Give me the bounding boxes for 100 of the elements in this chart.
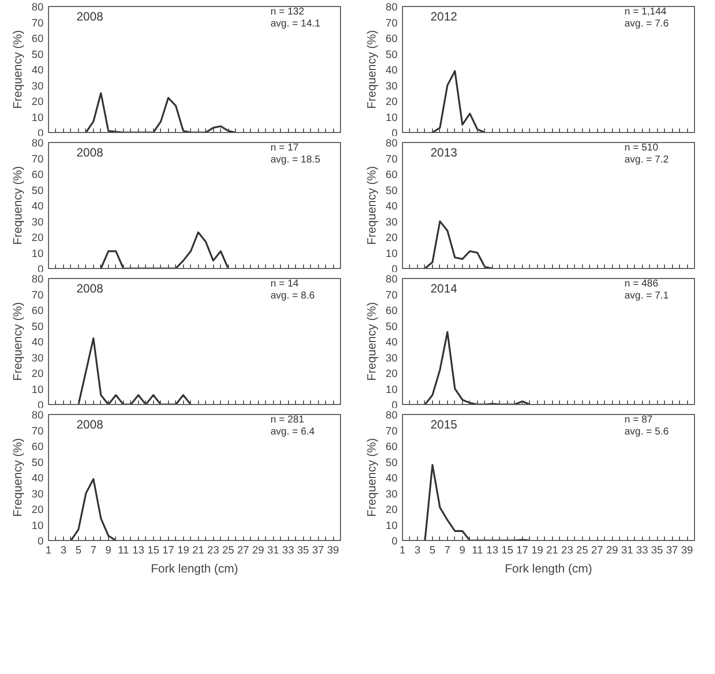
annotation: avg. = 7.6 (624, 18, 670, 30)
y-tick-label: 60 (32, 169, 44, 181)
y-tick-label: 30 (32, 488, 44, 500)
x-tick-label: 3 (414, 544, 421, 556)
y-tick-label: 20 (386, 232, 398, 244)
y-tick-label: 10 (386, 248, 398, 260)
x-tick-label: 29 (252, 544, 264, 556)
annotation: avg. = 14.1 (270, 18, 321, 30)
chart-title: 2012 (430, 10, 458, 24)
y-tick-label: 10 (386, 384, 398, 396)
y-tick-label: 70 (32, 153, 44, 166)
y-tick-label: 30 (32, 352, 44, 364)
annotation: n = 281 (270, 414, 305, 426)
y-tick-label: 40 (32, 64, 44, 76)
y-tick-label: 60 (386, 305, 398, 317)
x-tick-label: 23 (207, 544, 220, 556)
y-tick-label: 70 (386, 153, 398, 166)
y-tick-label: 80 (386, 410, 398, 422)
y-tick-label: 80 (386, 138, 398, 150)
x-tick-label: 9 (105, 544, 112, 556)
y-tick-label: 20 (32, 232, 44, 244)
x-tick-label: 17 (516, 544, 528, 556)
y-tick-label: 0 (392, 536, 398, 548)
y-tick-label: 80 (32, 2, 44, 14)
y-tick-label: 80 (386, 2, 398, 14)
y-tick-label: 60 (32, 441, 44, 453)
y-tick-label: 60 (386, 33, 398, 45)
annotation: n = 132 (270, 6, 305, 18)
y-axis-title: Frequency (%) (364, 30, 379, 109)
annotation: n = 510 (624, 142, 659, 154)
y-axis-title: Frequency (%) (10, 438, 25, 517)
x-tick-label: 27 (591, 544, 604, 556)
annotation: avg. = 18.5 (270, 154, 321, 166)
y-axis-title: Frequency (%) (364, 302, 379, 381)
y-tick-label: 80 (386, 274, 398, 286)
y-tick-label: 60 (386, 441, 398, 453)
x-tick-label: 39 (327, 544, 340, 556)
y-tick-label: 40 (386, 472, 398, 484)
x-axis-title: Fork length (cm) (504, 562, 592, 576)
x-tick-label: 13 (132, 544, 144, 556)
x-tick-label: 21 (546, 544, 558, 556)
y-tick-label: 50 (32, 456, 44, 469)
x-tick-label: 11 (472, 544, 483, 556)
x-tick-label: 11 (118, 544, 129, 556)
y-tick-label: 10 (386, 112, 398, 124)
annotation: avg. = 7.2 (624, 154, 670, 166)
x-tick-label: 31 (267, 544, 280, 556)
annotation: n = 486 (624, 278, 659, 290)
x-tick-label: 7 (444, 544, 450, 556)
x-tick-label: 35 (651, 544, 664, 556)
y-axis-title: Frequency (%) (10, 30, 25, 109)
x-tick-label: 25 (576, 544, 588, 556)
chart-title: 2015 (430, 418, 458, 432)
x-tick-label: 5 (75, 544, 82, 556)
y-tick-label: 40 (32, 472, 44, 484)
y-tick-label: 20 (32, 504, 44, 516)
chart-title: 2013 (430, 146, 458, 160)
y-axis-title: Frequency (%) (364, 438, 379, 517)
y-tick-label: 20 (386, 96, 398, 108)
y-tick-label: 60 (32, 33, 44, 45)
y-axis-title: Frequency (%) (10, 302, 25, 381)
y-tick-label: 40 (386, 64, 398, 76)
annotation: n = 17 (270, 142, 300, 154)
y-tick-label: 50 (386, 320, 398, 333)
y-tick-label: 70 (386, 17, 398, 30)
y-tick-label: 10 (32, 520, 44, 532)
x-tick-label: 3 (60, 544, 67, 556)
annotation: avg. = 6.4 (270, 426, 316, 438)
x-tick-label: 23 (561, 544, 574, 556)
x-tick-label: 21 (192, 544, 204, 556)
x-tick-label: 25 (222, 544, 234, 556)
y-tick-label: 0 (38, 536, 44, 548)
x-tick-label: 7 (90, 544, 96, 556)
annotation: avg. = 7.1 (624, 290, 670, 302)
y-tick-label: 20 (32, 368, 44, 380)
annotation: n = 87 (624, 414, 654, 426)
x-axis-title: Fork length (cm) (150, 562, 238, 576)
x-tick-label: 29 (606, 544, 618, 556)
y-tick-label: 30 (386, 488, 398, 500)
annotation: n = 14 (270, 278, 300, 290)
annotation: n = 1,144 (624, 6, 667, 18)
x-tick-label: 37 (312, 544, 324, 556)
y-tick-label: 20 (386, 504, 398, 516)
y-axis-title: Frequency (%) (364, 166, 379, 245)
y-tick-label: 50 (386, 456, 398, 469)
y-axis-title: Frequency (%) (10, 166, 25, 245)
y-tick-label: 30 (386, 352, 398, 364)
chart-title: 2008 (76, 282, 104, 296)
x-tick-label: 19 (531, 544, 544, 556)
y-tick-label: 80 (32, 274, 44, 286)
x-tick-label: 13 (486, 544, 498, 556)
annotation: avg. = 8.6 (270, 290, 316, 302)
y-tick-label: 40 (386, 200, 398, 212)
y-tick-label: 10 (386, 520, 398, 532)
x-tick-label: 17 (162, 544, 174, 556)
y-tick-label: 70 (386, 289, 398, 302)
y-tick-label: 50 (386, 184, 398, 197)
y-tick-label: 40 (32, 200, 44, 212)
y-tick-label: 70 (386, 425, 398, 438)
chart-title: 2008 (76, 10, 104, 24)
